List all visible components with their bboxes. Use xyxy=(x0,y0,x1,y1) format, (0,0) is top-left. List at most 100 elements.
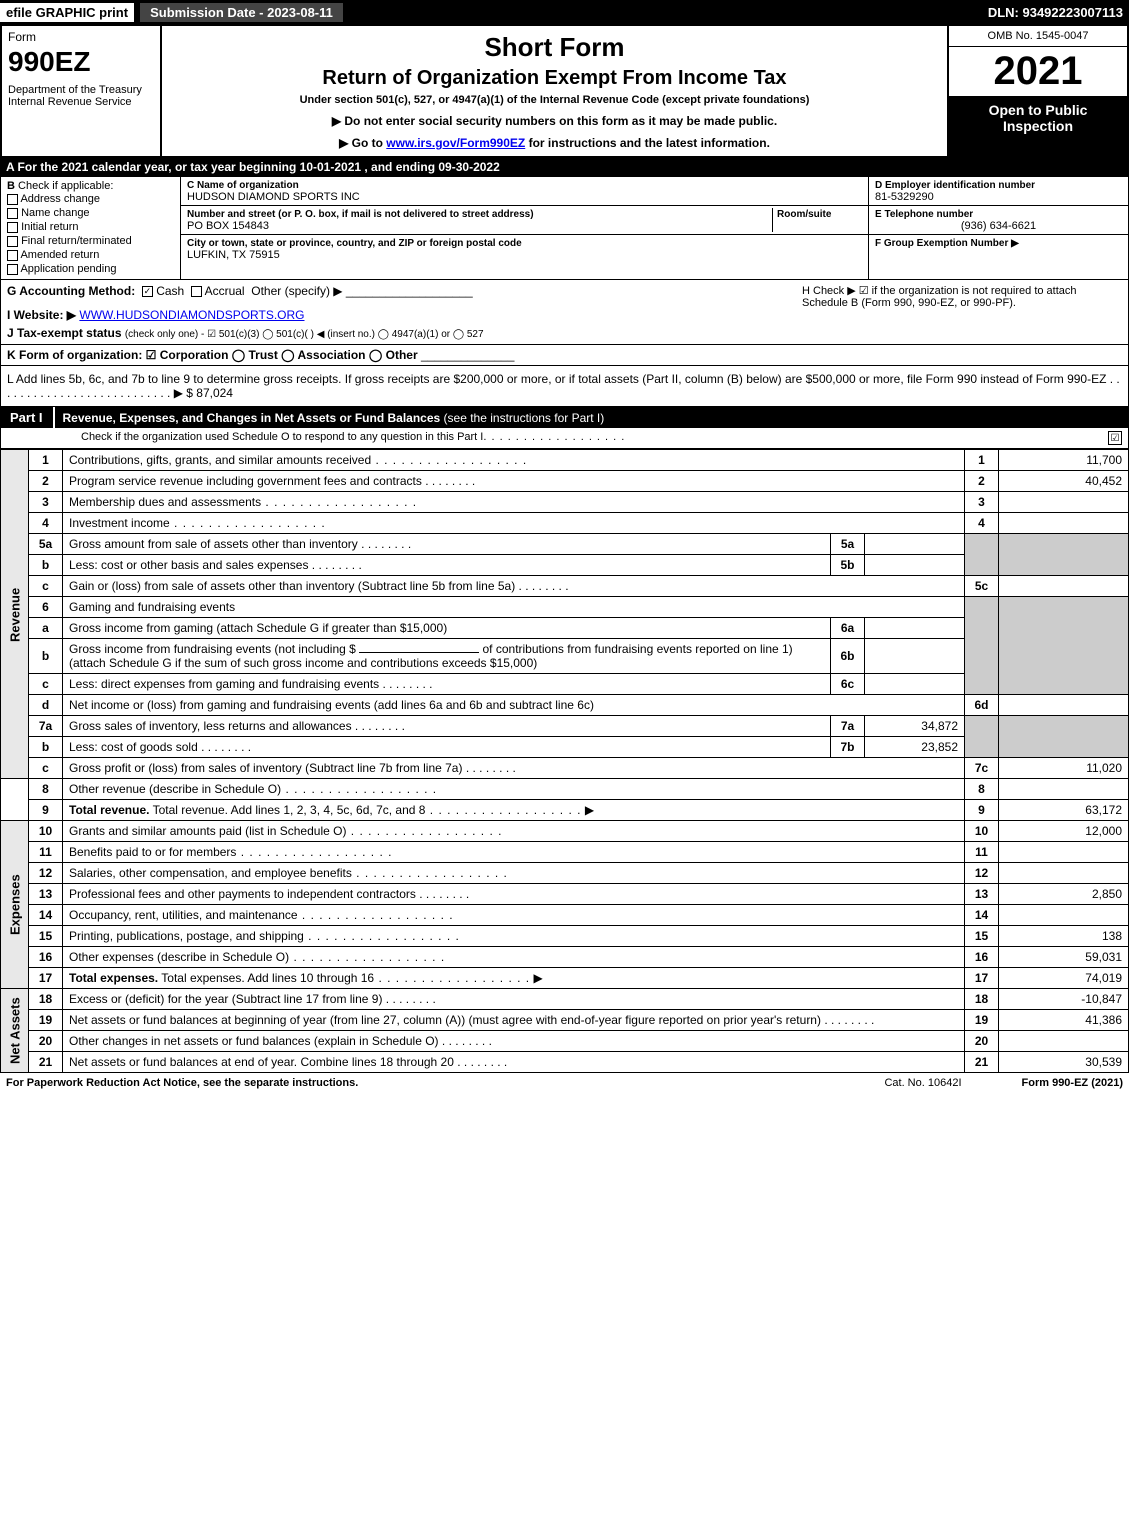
check-cash[interactable]: ✓ xyxy=(142,286,153,297)
line-9-num: 9 xyxy=(965,800,999,821)
line-15-num: 15 xyxy=(965,926,999,947)
line-7b-subval: 23,852 xyxy=(865,737,965,758)
line-19-num: 19 xyxy=(965,1010,999,1031)
line-11-num: 11 xyxy=(965,842,999,863)
line-6b-subval xyxy=(865,639,965,674)
header-center: Short Form Return of Organization Exempt… xyxy=(162,26,947,156)
line-6d-amt xyxy=(999,695,1129,716)
part-1-title: Revenue, Expenses, and Changes in Net As… xyxy=(55,408,1129,428)
line-9-no: 9 xyxy=(29,800,63,821)
line-5b-subval xyxy=(865,555,965,576)
line-5ab-shade-amt xyxy=(999,534,1129,576)
section-bcdef: B Check if applicable: Address change Na… xyxy=(0,176,1129,280)
check-o-box[interactable]: ☑ xyxy=(1108,431,1122,445)
line-4-no: 4 xyxy=(29,513,63,534)
line-18-num: 18 xyxy=(965,989,999,1010)
check-label-0: Address change xyxy=(20,193,100,205)
line-15-amt: 138 xyxy=(999,926,1129,947)
line-21-no: 21 xyxy=(29,1052,63,1073)
g-cash: Cash xyxy=(156,284,184,298)
line-6-shade xyxy=(965,597,999,695)
line-18-amt: -10,847 xyxy=(999,989,1129,1010)
instruction-1: ▶ Do not enter social security numbers o… xyxy=(168,114,941,128)
line-8-num: 8 xyxy=(965,779,999,800)
line-10-amt: 12,000 xyxy=(999,821,1129,842)
line-14-amt xyxy=(999,905,1129,926)
line-17-bold: Total expenses. xyxy=(69,971,158,985)
part-1-check-o: Check if the organization used Schedule … xyxy=(0,428,1129,449)
line-10-no: 10 xyxy=(29,821,63,842)
line-18-desc: Excess or (deficit) for the year (Subtra… xyxy=(69,992,436,1006)
line-3-no: 3 xyxy=(29,492,63,513)
g-label: G Accounting Method: xyxy=(7,284,135,298)
side-revenue: Revenue xyxy=(1,450,29,779)
line-7a-subval: 34,872 xyxy=(865,716,965,737)
j-detail: (check only one) - ☑ 501(c)(3) ◯ 501(c)(… xyxy=(125,329,484,340)
phone-value: (936) 634-6621 xyxy=(875,220,1122,232)
line-14-desc: Occupancy, rent, utilities, and maintena… xyxy=(69,908,454,922)
line-10-desc: Grants and similar amounts paid (list in… xyxy=(69,824,502,838)
part-1-title-norm: (see the instructions for Part I) xyxy=(444,411,605,425)
line-7b-sublbl: 7b xyxy=(831,737,865,758)
line-17-amt: 74,019 xyxy=(999,968,1129,989)
line-18-no: 18 xyxy=(29,989,63,1010)
line-1-desc: Contributions, gifts, grants, and simila… xyxy=(69,453,527,467)
part-1-label: Part I xyxy=(0,407,55,428)
line-7ab-shade xyxy=(965,716,999,758)
row-l: L Add lines 5b, 6c, and 7b to line 9 to … xyxy=(0,366,1129,407)
website-link[interactable]: WWW.HUDSONDIAMONDSPORTS.ORG xyxy=(79,308,304,322)
check-name-change[interactable] xyxy=(7,208,18,219)
line-9-desc: Total revenue. Add lines 1, 2, 3, 4, 5c,… xyxy=(153,803,582,817)
check-initial-return[interactable] xyxy=(7,222,18,233)
line-3-desc: Membership dues and assessments xyxy=(69,495,417,509)
line-7c-num: 7c xyxy=(965,758,999,779)
dln: DLN: 93492223007113 xyxy=(988,5,1129,20)
line-9-amt: 63,172 xyxy=(999,800,1129,821)
line-19-amt: 41,386 xyxy=(999,1010,1129,1031)
line-20-amt xyxy=(999,1031,1129,1052)
line-6c-desc: Less: direct expenses from gaming and fu… xyxy=(69,677,433,691)
instruction-2: ▶ Go to www.irs.gov/Form990EZ for instru… xyxy=(168,136,941,150)
line-6c-sublbl: 6c xyxy=(831,674,865,695)
check-address-change[interactable] xyxy=(7,194,18,205)
line-14-no: 14 xyxy=(29,905,63,926)
line-5b-sublbl: 5b xyxy=(831,555,865,576)
c-label: C Name of organization xyxy=(187,180,299,191)
section-c: C Name of organization HUDSON DIAMOND SP… xyxy=(181,177,868,279)
line-1-num: 1 xyxy=(965,450,999,471)
line-2-desc: Program service revenue including govern… xyxy=(69,474,475,488)
line-16-desc: Other expenses (describe in Schedule O) xyxy=(69,950,445,964)
check-application-pending[interactable] xyxy=(7,264,18,275)
department: Department of the Treasury Internal Reve… xyxy=(8,84,154,108)
top-bar: efile GRAPHIC print Submission Date - 20… xyxy=(0,0,1129,24)
line-6a-sublbl: 6a xyxy=(831,618,865,639)
tax-year: 2021 xyxy=(949,47,1127,96)
part-1-table: Revenue 1 Contributions, gifts, grants, … xyxy=(0,449,1129,1073)
line-6d-num: 6d xyxy=(965,695,999,716)
line-21-amt: 30,539 xyxy=(999,1052,1129,1073)
line-19-desc: Net assets or fund balances at beginning… xyxy=(69,1013,874,1027)
check-accrual[interactable] xyxy=(191,286,202,297)
side-expenses: Expenses xyxy=(1,821,29,989)
line-19-no: 19 xyxy=(29,1010,63,1031)
line-6a-subval xyxy=(865,618,965,639)
irs-link[interactable]: www.irs.gov/Form990EZ xyxy=(386,136,525,150)
line-5a-subval xyxy=(865,534,965,555)
line-21-num: 21 xyxy=(965,1052,999,1073)
check-final-return[interactable] xyxy=(7,236,18,247)
line-14-num: 14 xyxy=(965,905,999,926)
line-5a-no: 5a xyxy=(29,534,63,555)
line-12-amt xyxy=(999,863,1129,884)
line-6-desc: Gaming and fundraising events xyxy=(63,597,965,618)
line-2-amt: 40,452 xyxy=(999,471,1129,492)
open-to-public: Open to Public Inspection xyxy=(949,96,1127,156)
line-11-no: 11 xyxy=(29,842,63,863)
org-name: HUDSON DIAMOND SPORTS INC xyxy=(187,191,360,203)
line-5c-no: c xyxy=(29,576,63,597)
line-17-num: 17 xyxy=(965,968,999,989)
line-17-no: 17 xyxy=(29,968,63,989)
line-8-no: 8 xyxy=(29,779,63,800)
check-amended-return[interactable] xyxy=(7,250,18,261)
form-number: 990EZ xyxy=(8,46,154,78)
line-8-amt xyxy=(999,779,1129,800)
